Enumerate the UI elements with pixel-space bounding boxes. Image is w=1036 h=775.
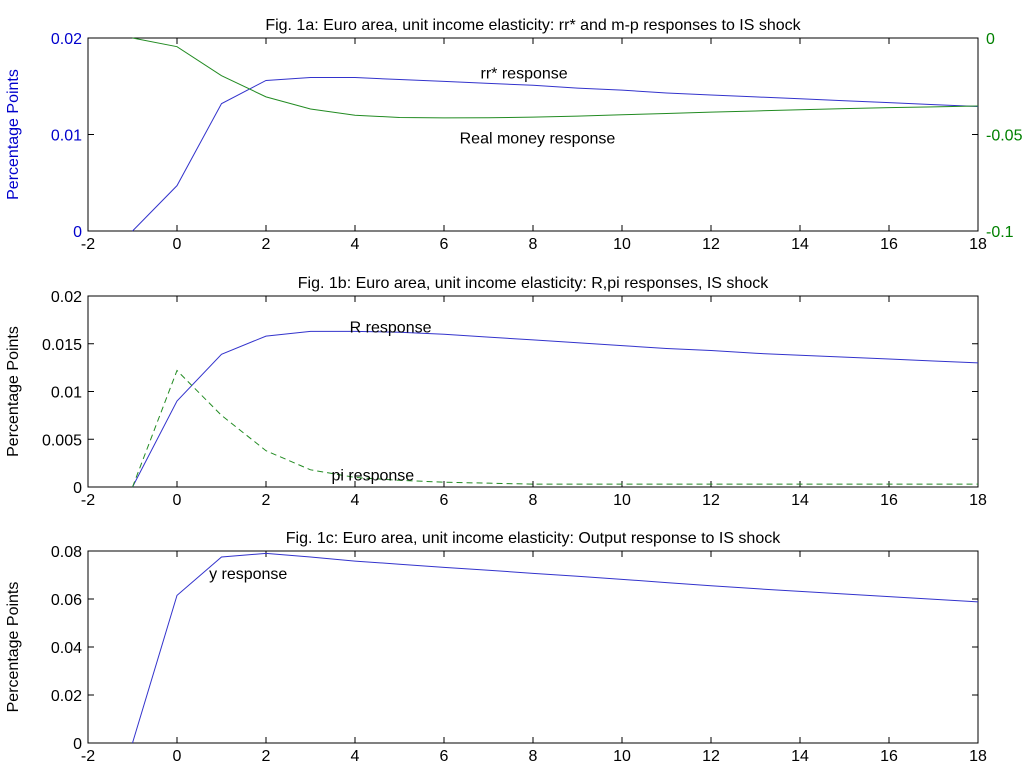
fig-1a-ytick-label: 0.01 bbox=[51, 128, 82, 145]
fig-1b-ytick-label: 0.02 bbox=[51, 289, 82, 306]
fig-1b-panel: Fig. 1b: Euro area, unit income elastici… bbox=[5, 275, 987, 509]
fig-1c-xtick-label: 12 bbox=[702, 748, 720, 765]
fig-1a-xtick-label: 10 bbox=[613, 236, 631, 253]
fig-1a-y2tick-label: 0 bbox=[986, 31, 995, 48]
fig-1a-series-real-money-response bbox=[132, 37, 979, 119]
fig-1b-series-r-response bbox=[132, 330, 979, 488]
fig-1c-xtick-label: 4 bbox=[351, 748, 360, 765]
fig-1b-annotation: pi response bbox=[331, 468, 414, 485]
fig-1c-xtick-label: 10 bbox=[613, 748, 631, 765]
fig-1a-annotation: Real money response bbox=[460, 130, 616, 147]
fig-1c-xtick-label: 14 bbox=[791, 748, 809, 765]
fig-1b-ylabel: Percentage Points bbox=[5, 326, 22, 457]
fig-1a-series-rr-response bbox=[132, 77, 979, 232]
fig-1c-annotation: y response bbox=[209, 566, 287, 583]
fig-1c-series-y-response bbox=[132, 552, 979, 744]
fig-1c-title: Fig. 1c: Euro area, unit income elastici… bbox=[286, 530, 781, 547]
fig-1a-ylabel: Percentage Points bbox=[5, 69, 22, 200]
fig-1b-ytick-label: 0 bbox=[73, 480, 82, 497]
fig-1a-xtick-label: 4 bbox=[351, 236, 360, 253]
fig-1a-xtick-label: 6 bbox=[440, 236, 449, 253]
fig-1b-annotation: R response bbox=[350, 320, 432, 337]
fig-1a-panel: Fig. 1a: Euro area, unit income elastici… bbox=[5, 17, 1023, 253]
fig-1a-y2tick-label: -0.05 bbox=[986, 128, 1023, 145]
fig-1a-xtick-label: 16 bbox=[880, 236, 898, 253]
fig-1b-xtick-label: 18 bbox=[969, 492, 987, 509]
fig-1b-xtick-label: 0 bbox=[173, 492, 182, 509]
fig-1b-xtick-label: 12 bbox=[702, 492, 720, 509]
fig-1a-y2tick-label: -0.1 bbox=[986, 224, 1014, 241]
fig-1b-series-pi-response bbox=[132, 369, 978, 488]
fig-1b-xtick-label: 4 bbox=[351, 492, 360, 509]
fig-1b-axes-box bbox=[87, 295, 979, 488]
fig-1a-ytick-label: 0 bbox=[73, 224, 82, 241]
fig-1b-xtick-label: 16 bbox=[880, 492, 898, 509]
fig-1b-xtick-label: -2 bbox=[81, 492, 95, 509]
fig-1c-ytick-label: 0.08 bbox=[51, 544, 82, 561]
fig-1c-xtick-label: 8 bbox=[529, 748, 538, 765]
fig-1c-ytick-label: 0 bbox=[73, 736, 82, 753]
fig-1b-title: Fig. 1b: Euro area, unit income elastici… bbox=[298, 275, 769, 292]
fig-1b-xtick-label: 8 bbox=[529, 492, 538, 509]
fig-1a-xtick-label: 14 bbox=[791, 236, 809, 253]
fig-1a-annotation: rr* response bbox=[481, 66, 568, 83]
fig-1b-ytick-label: 0.005 bbox=[42, 432, 82, 449]
fig-1a-xtick-label: 0 bbox=[173, 236, 182, 253]
fig-1a-xtick-label: 2 bbox=[262, 236, 271, 253]
fig-1c-xtick-label: -2 bbox=[81, 748, 95, 765]
fig-1b-xtick-label: 10 bbox=[613, 492, 631, 509]
fig-1c-xtick-label: 2 bbox=[262, 748, 271, 765]
fig-1c-panel: Fig. 1c: Euro area, unit income elastici… bbox=[5, 530, 987, 765]
fig-1a-xtick-label: 12 bbox=[702, 236, 720, 253]
fig-1c-ylabel: Percentage Points bbox=[5, 582, 22, 713]
fig-1b-xtick-label: 6 bbox=[440, 492, 449, 509]
fig-1c-xtick-label: 0 bbox=[173, 748, 182, 765]
fig-1c-xtick-label: 6 bbox=[440, 748, 449, 765]
fig-1b-ytick-label: 0.01 bbox=[51, 385, 82, 402]
fig-1b-xtick-label: 14 bbox=[791, 492, 809, 509]
fig-1a-xtick-label: -2 bbox=[81, 236, 95, 253]
fig-1c-xtick-label: 18 bbox=[969, 748, 987, 765]
fig-1b-ytick-label: 0.015 bbox=[42, 337, 82, 354]
fig-1b-xtick-label: 2 bbox=[262, 492, 271, 509]
fig-1c-ytick-label: 0.04 bbox=[51, 640, 82, 657]
fig-1c-xtick-label: 16 bbox=[880, 748, 898, 765]
fig-1c-ytick-label: 0.06 bbox=[51, 592, 82, 609]
fig-1a-title: Fig. 1a: Euro area, unit income elastici… bbox=[265, 17, 801, 34]
fig-1a-xtick-label: 8 bbox=[529, 236, 538, 253]
fig-1a-xtick-label: 18 bbox=[969, 236, 987, 253]
fig-1a-ytick-label: 0.02 bbox=[51, 31, 82, 48]
fig-1c-ytick-label: 0.02 bbox=[51, 688, 82, 705]
